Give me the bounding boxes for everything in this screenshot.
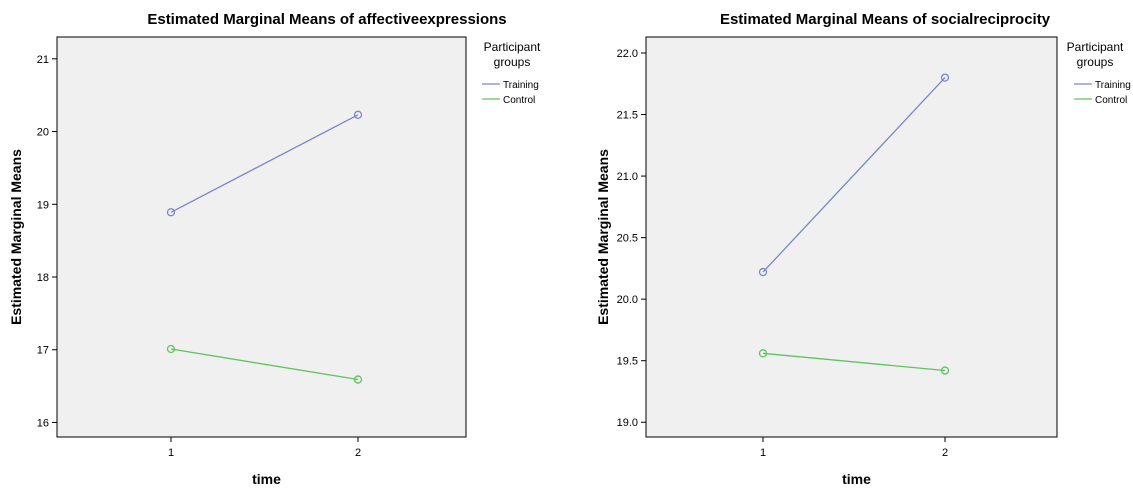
data-point-control-2 [353, 375, 363, 384]
chart-1: Estimated Marginal Means of affectiveexp… [8, 11, 541, 487]
series-line-training [170, 114, 359, 213]
y-tick-label: 21 [37, 54, 49, 66]
x-tick-label: 2 [355, 447, 361, 459]
series-line-control [170, 348, 359, 381]
series-line-training [762, 77, 946, 273]
x-axis-title: time [252, 471, 281, 487]
legend-title-line2: groups [1077, 55, 1114, 69]
series-line-control [762, 352, 946, 372]
y-tick-label: 21.5 [617, 110, 638, 122]
legend-label-control: Control [503, 95, 535, 106]
data-point-training-1 [758, 267, 768, 277]
chart-title: Estimated Marginal Means of affectiveexp… [147, 11, 506, 28]
data-point-training-1 [166, 208, 176, 217]
legend-label-training: Training [503, 80, 539, 91]
x-tick-label: 2 [942, 447, 948, 459]
x-axis-title: time [842, 471, 871, 487]
plot-area [56, 36, 467, 438]
x-tick-label: 1 [760, 447, 766, 459]
y-tick-label: 19 [37, 199, 49, 211]
y-tick-label: 21.0 [617, 171, 638, 183]
data-point-training-2 [940, 73, 950, 82]
legend-title-line2: groups [494, 55, 531, 69]
y-tick-label: 19.5 [617, 356, 638, 368]
plot-area [645, 36, 1058, 438]
y-tick-label: 20.5 [617, 233, 638, 245]
y-tick-label: 20.0 [617, 294, 638, 306]
data-point-training-2 [353, 110, 363, 119]
legend-label-control: Control [1095, 95, 1127, 106]
y-tick-label: 18 [37, 272, 49, 284]
data-point-control-2 [940, 366, 950, 375]
x-tick-label: 1 [168, 447, 174, 459]
data-point-control-1 [758, 349, 768, 358]
legend-label-training: Training [1095, 80, 1131, 91]
y-tick-label: 17 [37, 345, 49, 357]
chart-title: Estimated Marginal Means of socialrecipr… [720, 11, 1051, 28]
y-tick-label: 16 [37, 417, 49, 429]
y-tick-label: 22.0 [617, 48, 638, 60]
legend-title-line1: Participant [484, 40, 541, 54]
data-point-control-1 [166, 344, 176, 354]
y-axis-title: Estimated Marginal Means [8, 149, 24, 325]
legend-title-line1: Participant [1067, 40, 1124, 54]
y-tick-label: 20 [37, 127, 49, 139]
y-tick-label: 19.0 [617, 417, 638, 429]
y-axis-title: Estimated Marginal Means [595, 149, 611, 325]
chart-2: Estimated Marginal Means of socialrecipr… [595, 11, 1131, 487]
